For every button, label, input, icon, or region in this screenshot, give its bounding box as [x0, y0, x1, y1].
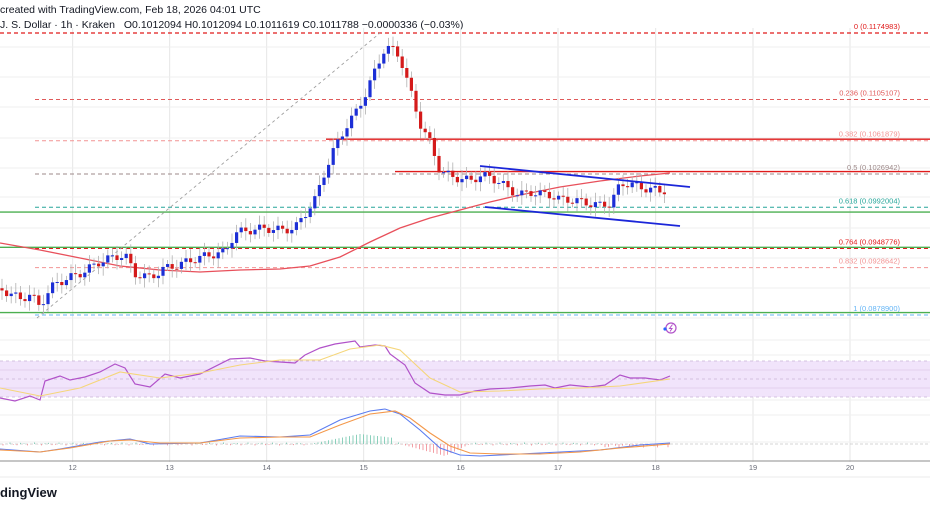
fib-level-label: 0.382 (0.1061879) [839, 130, 901, 139]
support-resistance-lines[interactable] [0, 138, 930, 314]
price-chart[interactable]: 0 (0.1174983) 0.236 (0.1105107) 0.382 (0.1… [0, 0, 930, 485]
ohlc-high: H0.1012094 [184, 19, 242, 31]
macd-indicator [0, 408, 930, 457]
time-axis-tick: 12 [68, 463, 76, 472]
lightning-circle-icon[interactable] [663, 322, 677, 334]
fib-level-label: 0.764 (0.0948776) [839, 237, 901, 246]
tradingview-logo[interactable]: dingView [0, 485, 57, 500]
fib-level-label: 0.5 (0.1026942) [847, 163, 900, 172]
fibonacci-retracement[interactable]: 0 (0.1174983) 0.236 (0.1105107) 0.382 (0.1… [0, 22, 930, 316]
ohlc-change: −0.0000336 (−0.03%) [361, 19, 464, 31]
fib-level-label: 0 (0.1174983) [854, 22, 901, 31]
time-axis-tick: 15 [359, 463, 367, 472]
time-axis-tick: 17 [554, 463, 562, 472]
symbol-title[interactable]: J. S. Dollar · 1h · Kraken [0, 19, 115, 31]
fib-level-label: 0.236 (0.1105107) [839, 89, 900, 98]
fib-level-label: 0.618 (0.0992004) [839, 196, 901, 205]
rsi-band [0, 360, 930, 398]
symbol-legend: J. S. Dollar · 1h · Kraken O0.1012094 H0… [0, 19, 463, 31]
time-axis[interactable]: 12 13 14 15 16 17 18 19 20 [0, 460, 930, 478]
time-axis-tick: 16 [456, 463, 464, 472]
rsi-indicator [0, 340, 671, 402]
fib-level-label: 1 (0.0878900) [853, 304, 900, 313]
descending-channel[interactable] [479, 165, 691, 227]
time-axis-tick: 14 [262, 463, 270, 472]
time-axis-tick: 20 [846, 463, 854, 472]
chart-created-caption: created with TradingView.com, Feb 18, 20… [0, 4, 261, 16]
time-axis-tick: 18 [651, 463, 659, 472]
ohlc-open: O0.1012094 [123, 19, 182, 31]
fib-level-label: 0.832 (0.0928642) [839, 257, 901, 266]
time-axis-tick: 13 [165, 463, 173, 472]
time-axis-tick: 19 [749, 463, 757, 472]
ohlc-low: L0.1011619 [244, 19, 300, 31]
fib-trend-line[interactable] [36, 32, 381, 319]
moving-average-line [0, 172, 671, 273]
candlesticks [0, 36, 666, 315]
ohlc-close: C0.1011788 [302, 19, 359, 31]
